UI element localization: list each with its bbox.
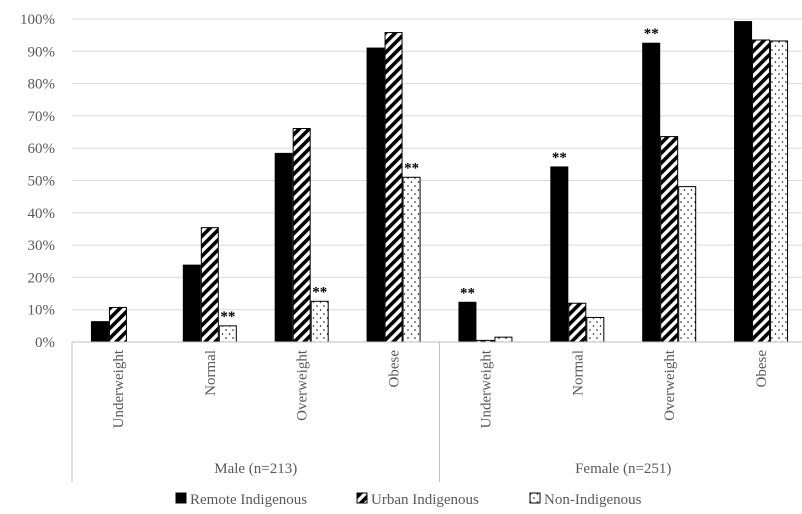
bar-urban-indigenous-7 [752, 39, 771, 343]
category-label: Normal [570, 350, 586, 396]
category-label: Obese [387, 350, 403, 388]
legend-item: Non-Indigenous [529, 492, 642, 508]
bar-urban-indigenous-1 [200, 227, 219, 343]
significance-label: ** [220, 309, 235, 325]
category-label: Overweight [662, 349, 678, 421]
y-tick-label: 70% [28, 109, 56, 125]
legend-label: Remote Indigenous [190, 492, 307, 508]
significance-label: ** [460, 285, 475, 301]
bar-remote-indigenous-1 [182, 264, 201, 343]
y-tick-label: 100% [20, 12, 55, 28]
y-tick-label: 90% [28, 44, 56, 60]
bar-non-indigenous-2 [310, 300, 329, 343]
bar-remote-indigenous-2 [274, 152, 293, 343]
bar-non-indigenous-1 [218, 325, 237, 343]
y-tick-label: 10% [28, 303, 56, 319]
bar-urban-indigenous-0 [108, 306, 127, 343]
legend-label: Non-Indigenous [544, 492, 642, 508]
significance-label: ** [552, 150, 567, 166]
significance-label: ** [312, 284, 327, 300]
y-tick-label: 0% [35, 335, 55, 351]
legend-swatch [356, 492, 368, 504]
bar-remote-indigenous-5 [550, 166, 569, 343]
bar-remote-indigenous-7 [734, 21, 753, 343]
y-tick-label: 80% [28, 77, 56, 93]
category-label: Underweight [478, 349, 494, 428]
legend-item: Remote Indigenous [175, 492, 307, 508]
bar-non-indigenous-3 [402, 176, 421, 343]
bar-remote-indigenous-4 [458, 301, 477, 343]
category-label: Obese [754, 350, 770, 388]
bar-remote-indigenous-6 [642, 42, 661, 343]
group-label: Male (n=213) [214, 461, 297, 477]
y-tick-label: 30% [28, 238, 56, 254]
bar-urban-indigenous-5 [568, 302, 587, 343]
bar-non-indigenous-7 [770, 40, 789, 343]
bar-urban-indigenous-6 [660, 136, 679, 343]
bar-remote-indigenous-0 [90, 321, 109, 343]
bars [90, 21, 789, 343]
y-tick-label: 60% [28, 141, 56, 157]
bar-urban-indigenous-2 [292, 127, 311, 343]
bar-non-indigenous-4 [494, 336, 513, 343]
legend-item: Urban Indigenous [356, 492, 479, 508]
y-tick-label: 40% [28, 206, 56, 222]
category-label: Overweight [295, 349, 311, 421]
category-label: Normal [203, 350, 219, 396]
legend-swatch [529, 492, 541, 504]
y-tick-label: 50% [28, 174, 56, 190]
legend-label: Urban Indigenous [371, 492, 479, 508]
bar-non-indigenous-5 [586, 316, 605, 343]
x-axis: Underweight Normal Overweight Obese Male (n=… [71, 341, 802, 482]
category-label: Underweight [111, 349, 127, 428]
group-label: Female (n=251) [575, 461, 671, 477]
y-tick-label: 20% [28, 270, 56, 286]
y-axis: 0% 10% 20% 30% 40% 50% 60% 70% 80% 90% 100% [20, 12, 55, 351]
bar-urban-indigenous-3 [384, 32, 403, 343]
significance-markers: ** ** ** ** ** ** [220, 26, 658, 325]
bar-remote-indigenous-3 [366, 47, 385, 343]
significance-label: ** [404, 160, 419, 176]
legend: Remote Indigenous Urban Indigenous Non-Ind… [175, 492, 642, 508]
bar-non-indigenous-6 [678, 186, 697, 343]
significance-label: ** [644, 26, 659, 42]
legend-swatch [175, 492, 187, 504]
